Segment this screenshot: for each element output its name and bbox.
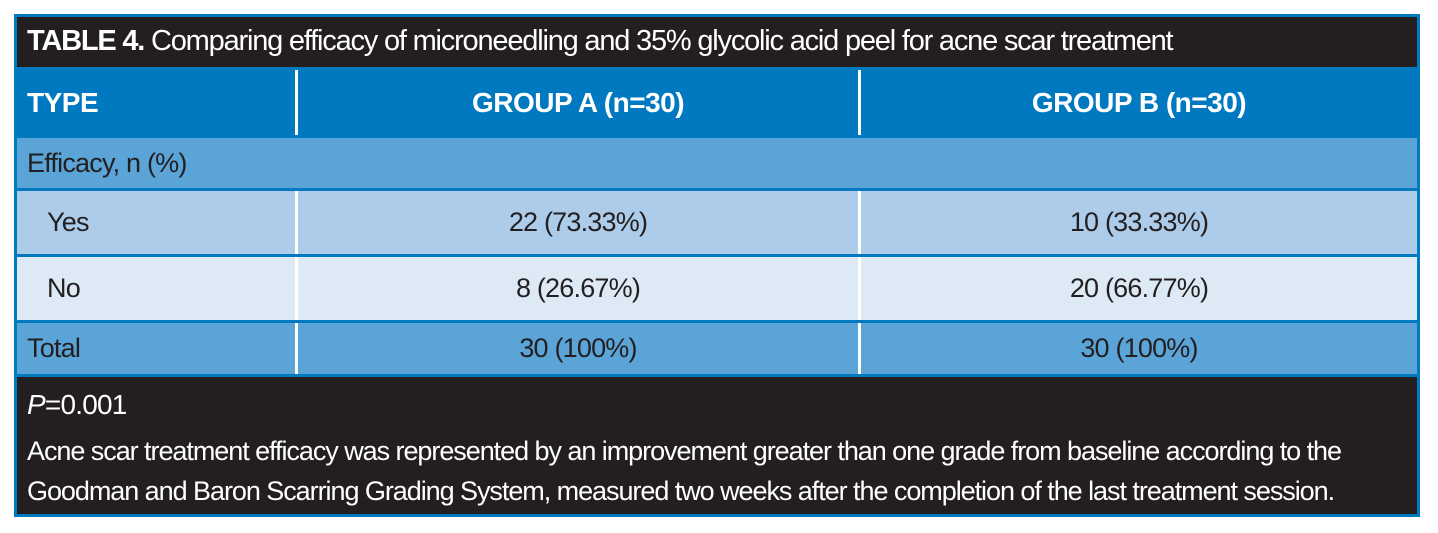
table-label: TABLE 4. [27, 25, 145, 57]
header-group-b: GROUP B (n=30) [1031, 86, 1247, 118]
header-type: TYPE [27, 86, 99, 118]
table-row: No 8 (26.67%) 20 (66.77%) [17, 257, 1417, 320]
column-divider [295, 323, 298, 374]
column-divider [858, 191, 861, 254]
row-group-b: 20 (66.77%) [1069, 273, 1209, 303]
footnote-text: Acne scar treatment efficacy was represe… [27, 431, 1417, 511]
row-group-a: 8 (26.67%) [515, 273, 641, 303]
row-type: Total [27, 333, 81, 363]
row-type: No [47, 273, 81, 303]
row-group-b: 10 (33.33%) [1069, 207, 1209, 237]
section-row: Efficacy, n (%) [17, 138, 1417, 188]
footnote-line: Goodman and Baron Scarring Grading Syste… [27, 476, 1335, 506]
row-group-b: 30 (100%) [1080, 333, 1198, 363]
table-caption: Comparing efficacy of microneedling and … [151, 25, 1174, 57]
table-header-row: TYPE GROUP A (n=30) GROUP B (n=30) [17, 70, 1417, 135]
table-title-bar: TABLE 4. Comparing efficacy of microneed… [17, 17, 1417, 67]
header-group-a: GROUP A (n=30) [471, 86, 685, 118]
table-frame: TABLE 4. Comparing efficacy of microneed… [14, 14, 1420, 517]
column-divider [858, 70, 861, 135]
table-row-total: Total 30 (100%) 30 (100%) [17, 323, 1417, 374]
row-group-a: 30 (100%) [519, 333, 637, 363]
table-4: TABLE 4. Comparing efficacy of microneed… [17, 17, 1417, 514]
column-divider [858, 257, 861, 320]
p-value-text: =0.001 [44, 389, 127, 420]
section-label: Efficacy, n (%) [27, 147, 187, 178]
row-group-a: 22 (73.33%) [508, 207, 648, 237]
column-divider [295, 191, 298, 254]
table-row: Yes 22 (73.33%) 10 (33.33%) [17, 191, 1417, 254]
p-symbol: P [27, 389, 46, 420]
footnote-line: Acne scar treatment efficacy was represe… [27, 436, 1342, 466]
column-divider [295, 70, 298, 135]
column-divider [858, 323, 861, 374]
p-value: P=0.001 [27, 389, 127, 421]
column-divider [295, 257, 298, 320]
row-type: Yes [47, 207, 89, 237]
table-title: TABLE 4. Comparing efficacy of microneed… [27, 25, 1174, 58]
table-footnote: P=0.001 Acne scar treatment efficacy was… [17, 377, 1417, 514]
